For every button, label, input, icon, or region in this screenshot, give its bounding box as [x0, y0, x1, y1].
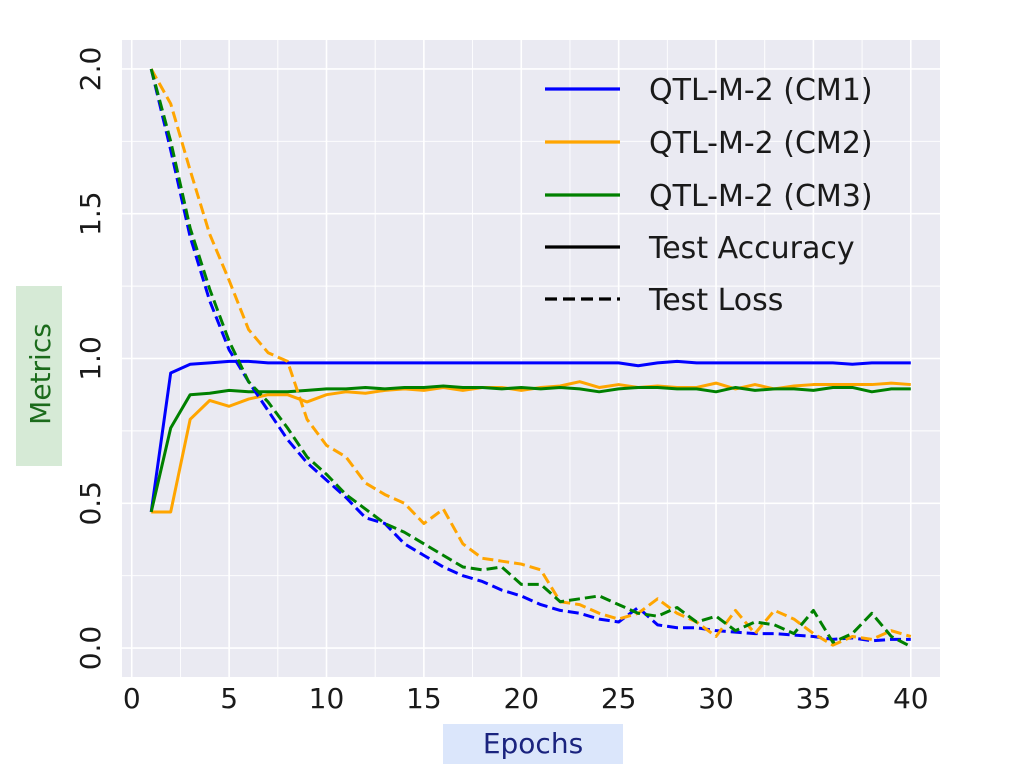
y-tick-label: 1.0 [74, 336, 107, 381]
legend-label: Test Accuracy [648, 231, 855, 266]
x-tick-label: 5 [220, 682, 238, 715]
x-tick-label: 0 [123, 682, 141, 715]
y-tick-label: 2.0 [74, 47, 107, 92]
series-line-loss-1 [149, 68, 911, 643]
x-tick-label: 20 [503, 682, 539, 715]
y-tick-label: 1.5 [74, 191, 107, 236]
x-tick-label: 40 [893, 682, 929, 715]
series-lines [149, 68, 912, 648]
gridlines [122, 40, 940, 677]
y-tick-labels: 0.0 0.5 1.0 1.5 2.0 [74, 47, 107, 671]
x-tick-labels: 0 5 10 15 20 25 30 35 40 [123, 682, 929, 715]
y-axis-label-box [16, 286, 62, 466]
x-tick-label: 30 [698, 682, 734, 715]
y-tick-label: 0.5 [74, 481, 107, 526]
y-tick-label: 0.0 [74, 626, 107, 671]
legend-label: QTL-M-2 (CM3) [649, 179, 873, 214]
legend: QTL-M-2 (CM1) QTL-M-2 (CM2) QTL-M-2 (CM3) T… [545, 73, 873, 318]
x-axis-label: Epochs [483, 727, 583, 760]
legend-label: QTL-M-2 (CM2) [649, 126, 873, 161]
x-axis-label-box [443, 724, 623, 764]
series-line-accuracy-1 [149, 359, 911, 513]
x-tick-label: 35 [796, 682, 832, 715]
series-line-loss-3 [149, 68, 912, 648]
series-line-accuracy-3 [149, 384, 911, 513]
x-tick-label: 10 [309, 682, 345, 715]
legend-label: Test Loss [648, 283, 783, 318]
series-line-loss-2 [149, 68, 912, 647]
x-tick-label: 15 [406, 682, 442, 715]
x-tick-label: 25 [601, 682, 637, 715]
y-axis-label: Metrics [24, 323, 57, 425]
legend-label: QTL-M-2 (CM1) [649, 73, 873, 108]
